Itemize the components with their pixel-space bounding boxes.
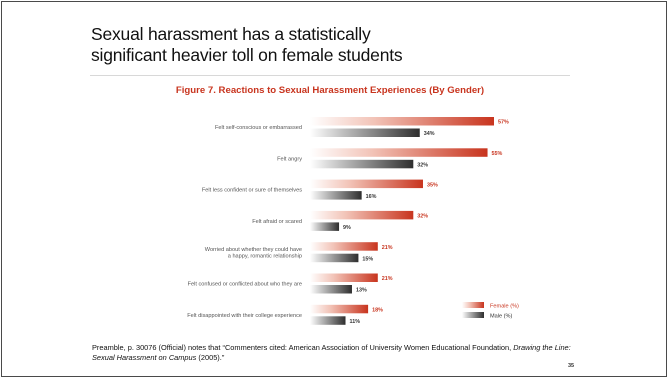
footnote-year: (2005).” [196, 353, 225, 362]
category-label-line: Felt confused or conflicted about who th… [188, 282, 302, 288]
male-value-label-felt-self-conscious-or-embarrassed: 34% [424, 131, 435, 137]
male-value-label-felt-angry: 32% [417, 163, 428, 169]
female-bar-worried-about-whether-they-could-have-a-happy-romantic-relationship [310, 242, 378, 251]
female-value-label-felt-self-conscious-or-embarrassed: 57% [498, 120, 509, 126]
category-label-felt-confused-or-conflicted-about-who-they-are: Felt confused or conflicted about who th… [188, 282, 302, 288]
male-bar-worried-about-whether-they-could-have-a-happy-romantic-relationship [310, 253, 359, 263]
male-value-label-felt-afraid-or-scared: 9% [343, 225, 351, 231]
category-label-felt-afraid-or-scared: Felt afraid or scared [252, 219, 302, 225]
male-bar-felt-less-confident-or-sure-of-themselves [310, 191, 362, 200]
female-value-label-felt-afraid-or-scared: 32% [417, 214, 428, 220]
female-value-label-felt-less-confident-or-sure-of-themselves: 35% [427, 182, 438, 188]
male-legend-swatch [462, 312, 484, 318]
source-footnote: Preamble, p. 30076 (Official) notes that… [92, 343, 592, 363]
male-bar-felt-confused-or-conflicted-about-who-they-are [310, 285, 352, 294]
male-legend-label: Male (%) [490, 314, 513, 320]
slide-title-line-1: Sexual harassment has a statistically [91, 24, 371, 44]
male-value-label-felt-disappointed-with-their-college-experience: 11% [350, 319, 361, 325]
category-label-felt-less-confident-or-sure-of-themselves: Felt less confident or sure of themselve… [202, 188, 302, 194]
category-label-line: Felt afraid or scared [252, 219, 302, 225]
footnote-book-title: Drawing the Line: Sexual Harassment on C… [92, 343, 571, 362]
category-label-line: Felt less confident or sure of themselve… [202, 188, 302, 194]
chart-legend: Female (%) Male (%) [462, 302, 519, 320]
category-label-worried-about-whether-they-could-have-a-happy-romantic-relationship: Worried about whether they could have a h… [205, 247, 302, 260]
slide-title-line-2: significant heavier toll on female stude… [91, 45, 403, 65]
male-bar-felt-self-conscious-or-embarrassed [310, 128, 420, 137]
category-label-felt-disappointed-with-their-college-experience: Felt disappointed with their college exp… [187, 313, 302, 319]
male-bar-felt-disappointed-with-their-college-experience [310, 316, 346, 325]
female-value-label-worried-about-whether-they-could-have-a-happy-romantic-relationship: 21% [382, 245, 393, 251]
female-bar-felt-disappointed-with-their-college-experience [310, 304, 369, 314]
female-value-label-felt-angry: 55% [492, 151, 503, 157]
female-value-label-felt-disappointed-with-their-college-experience: 18% [372, 308, 383, 314]
category-label-line: Felt disappointed with their college exp… [187, 313, 302, 319]
category-label-line: Worried about whether they could have [205, 247, 302, 253]
page-number: 35 [568, 363, 575, 369]
figure-title: Figure 7. Reactions to Sexual Harassment… [175, 85, 485, 96]
female-bar-felt-confused-or-conflicted-about-who-they-are [310, 273, 378, 282]
male-value-label-felt-confused-or-conflicted-about-who-they-are: 13% [356, 288, 367, 294]
footnote-text: Preamble, p. 30076 (Official) notes that… [92, 343, 514, 352]
female-value-label-felt-confused-or-conflicted-about-who-they-are: 21% [382, 276, 393, 282]
male-value-label-worried-about-whether-they-could-have-a-happy-romantic-relationship: 15% [362, 256, 373, 262]
male-bar-felt-angry [310, 159, 414, 169]
slide-title: Sexual harassment has a statistically si… [91, 24, 511, 66]
female-legend-swatch [462, 302, 484, 308]
category-label-felt-angry: Felt angry [277, 156, 302, 162]
plot-area: Felt self-conscious or embarrassed 57% 34%… [187, 117, 509, 325]
male-bar-felt-afraid-or-scared [310, 222, 340, 231]
category-label-line: Felt angry [277, 156, 302, 162]
category-label-line: a happy, romantic relationship [228, 254, 302, 260]
category-label-line: Felt self-conscious or embarrassed [215, 125, 302, 131]
female-legend-label: Female (%) [490, 304, 519, 310]
female-bar-felt-angry [310, 148, 488, 157]
title-divider [90, 75, 570, 76]
female-bar-felt-afraid-or-scared [310, 210, 414, 220]
female-bar-felt-self-conscious-or-embarrassed [310, 117, 494, 126]
male-value-label-felt-less-confident-or-sure-of-themselves: 16% [366, 194, 377, 200]
category-label-felt-self-conscious-or-embarrassed: Felt self-conscious or embarrassed [215, 125, 302, 131]
female-bar-felt-less-confident-or-sure-of-themselves [310, 179, 423, 189]
